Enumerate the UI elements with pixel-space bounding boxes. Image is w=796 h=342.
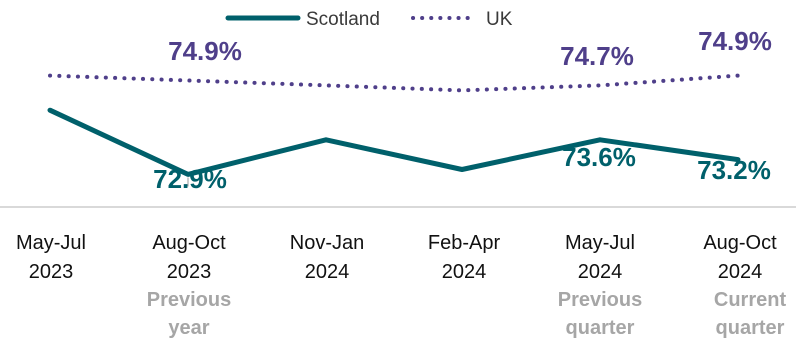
x-tick-label: 2023 — [29, 261, 74, 283]
x-tick-note: quarter — [716, 317, 785, 339]
data-labels: 72.9% 73.6% 73.2% 74.9% 74.7% 74.9% — [153, 26, 772, 194]
x-tick-label: 2024 — [718, 261, 763, 283]
x-tick-label: 2024 — [305, 261, 350, 283]
series-layer — [47, 73, 741, 177]
data-label-scotland: 73.2% — [697, 155, 771, 185]
x-axis-ticks: May-Jul 2023 Aug-Oct 2023 Previous year Nov-Ja… — [16, 232, 786, 339]
x-tick-label: 2024 — [442, 261, 487, 283]
data-label-uk: 74.9% — [698, 26, 772, 56]
x-tick-label: May-Jul — [16, 232, 86, 254]
series-line-scotland — [47, 107, 741, 177]
x-tick-note: quarter — [566, 317, 635, 339]
x-tick-label: Nov-Jan — [290, 232, 364, 254]
x-tick-note: Previous — [558, 289, 642, 311]
legend-label-uk: UK — [486, 9, 513, 30]
x-tick-note: Current — [714, 289, 787, 311]
x-tick-label: 2023 — [167, 261, 212, 283]
legend: Scotland UK — [225, 9, 513, 30]
data-label-uk: 74.9% — [168, 36, 242, 66]
legend-label-scotland: Scotland — [306, 9, 380, 30]
x-tick-label: May-Jul — [565, 232, 635, 254]
x-tick-note: Previous — [147, 289, 231, 311]
series-line-uk — [48, 73, 740, 93]
x-tick-label: 2024 — [578, 261, 623, 283]
x-tick-label: Aug-Oct — [703, 232, 777, 254]
data-label-scotland: 72.9% — [153, 164, 227, 194]
x-tick-label: Aug-Oct — [152, 232, 226, 254]
data-label-scotland: 73.6% — [562, 142, 636, 172]
x-tick-note: year — [168, 317, 209, 339]
data-label-uk: 74.7% — [560, 41, 634, 71]
x-tick-label: Feb-Apr — [428, 232, 501, 254]
